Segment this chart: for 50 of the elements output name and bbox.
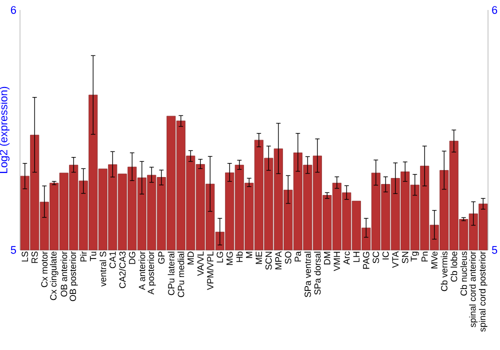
x-tick-label: LH (353, 252, 360, 262)
x-tick-label: MG (226, 252, 233, 265)
x-tick-label: MPA (275, 251, 282, 270)
x-tick-label: Arc (343, 251, 350, 265)
x-tick-label: ME (256, 252, 262, 264)
x-tick-label: VTA (392, 251, 398, 268)
x-tick-label: VMH (334, 252, 340, 272)
x-tick-label: OB anterior (60, 251, 68, 297)
x-tick-label: Cb lobe (450, 252, 458, 282)
x-tick-label: SN (402, 252, 408, 264)
x-tick-label: ventral S (100, 252, 106, 287)
x-tick-label: SCN (265, 252, 272, 270)
x-tick-label: Cx motor (41, 251, 48, 288)
x-tick-label: Cb vermis (440, 252, 448, 292)
x-tick-label: Tg (410, 252, 419, 262)
x-tick-label: SPa ventral (304, 252, 311, 298)
x-tick-label: SO (284, 252, 292, 264)
x-tick-label: Cx cingulate (50, 252, 58, 300)
x-tick-label: SC (372, 252, 380, 264)
x-tick-label: M (246, 252, 252, 258)
x-tick-label: CPu medial (178, 252, 184, 298)
x-tick-label: MVe (431, 252, 438, 268)
x-tick-label: A posterior (147, 251, 156, 295)
x-tick-label: VA/VL (197, 251, 204, 276)
x-tick-label: VPM/VPL (206, 251, 214, 290)
y2-tick-label: 6 (492, 6, 498, 14)
x-tick-label: LS (22, 252, 28, 262)
x-tick-label: IC (382, 252, 389, 260)
x-tick-label: DG (128, 252, 136, 264)
x-tick-label: spinal cord posterior (478, 251, 488, 332)
x-tick-label: DM (324, 252, 330, 264)
x-tick-label: Cb nucleus (460, 252, 467, 296)
x-tick-label: Pir (80, 251, 87, 262)
x-tick-label: CPu lateral (168, 252, 174, 296)
x-tick-label: Tu (90, 252, 96, 262)
x-tick-label: OB posterior (69, 251, 78, 302)
x-tick-label: CA1 (109, 252, 116, 268)
x-tick-label: Hb (236, 252, 243, 262)
x-tick-label: SPa dorsal (314, 252, 321, 295)
x-tick-label: LG (216, 252, 224, 262)
x-tick-label: CA2/CA3 (119, 252, 126, 288)
y2-tick-label: 5 (492, 246, 498, 254)
x-tick-label: GP (158, 252, 165, 264)
x-tick-label: spinal cord anterior (469, 251, 478, 328)
x-tick-label: A anterior (138, 251, 146, 290)
x-tick-label: RS (31, 252, 38, 263)
x-tick-label: Pa (294, 251, 302, 262)
x-tick-label: PAG (362, 252, 370, 269)
x-tick-label: MD (188, 252, 194, 264)
x-tick-label: Pn (422, 252, 428, 262)
